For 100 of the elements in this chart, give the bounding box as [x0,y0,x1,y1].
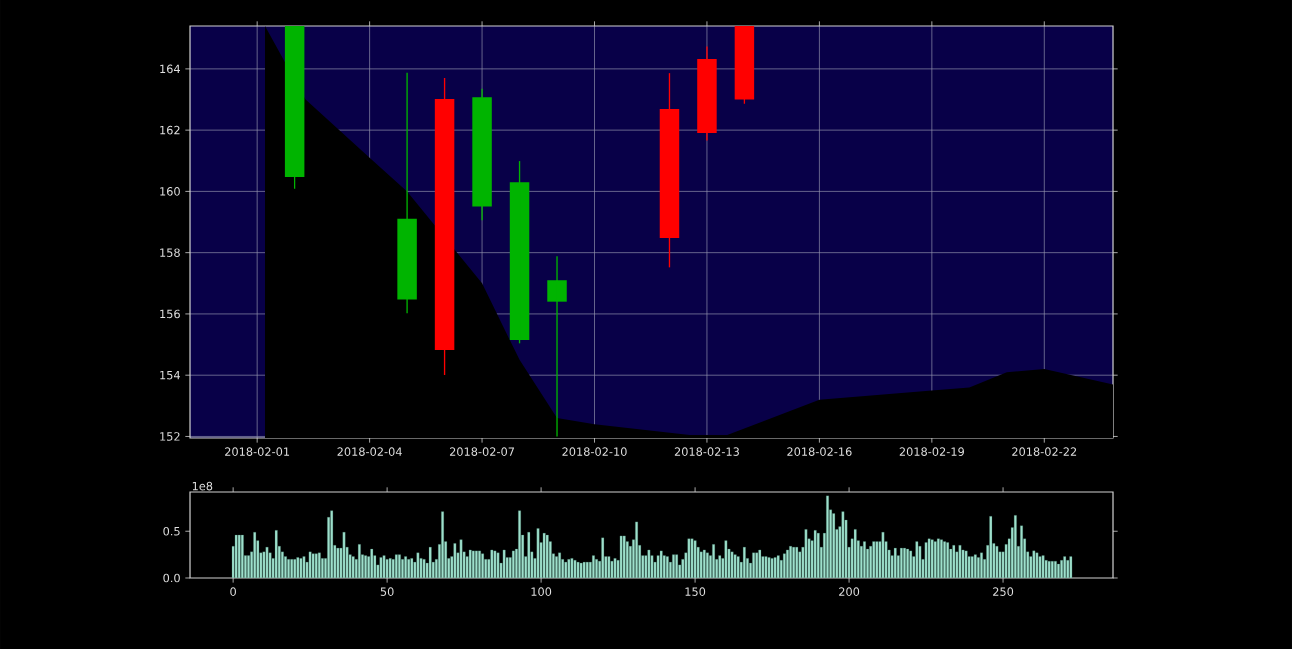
bar [481,553,484,578]
bar [758,549,762,578]
bar [428,547,432,578]
bar [813,530,817,578]
bar [416,552,420,578]
y-tick-label: 154 [160,370,180,380]
bar [826,495,829,578]
bar [853,529,857,578]
bar [314,553,318,578]
bar [832,513,836,578]
candlestick [284,25,305,190]
bar [490,549,494,578]
bar [875,541,879,578]
bar [733,554,737,578]
bar [290,559,294,578]
bar [240,534,244,578]
bar [666,556,669,578]
bar [308,551,312,578]
x-tick-label: 2018-02-16 [787,447,852,456]
bar [1014,515,1017,578]
bar [742,547,746,578]
bar [302,556,306,578]
bar [579,562,583,578]
bar [964,550,968,578]
x-tick-label: 2018-02-01 [225,447,290,456]
x-tick-label: 2018-02-04 [337,447,402,456]
bar [234,534,238,578]
bar [536,528,540,578]
x-tick-label: 2018-02-22 [1012,447,1077,456]
bar [783,553,786,578]
bar [712,544,715,578]
y-tick-label: 0.0 [163,573,180,583]
bar [647,549,651,578]
bar [881,532,885,578]
bar [930,539,934,578]
bar [592,555,595,578]
bar [675,554,678,578]
candlestick [434,77,455,376]
bar [582,561,586,578]
bar [404,556,407,578]
bar [635,521,638,578]
bar [1063,556,1067,578]
bar [795,547,799,578]
bar [906,548,909,578]
bar [924,542,928,578]
bar [690,538,694,578]
bar [567,559,571,578]
text: 1e8 [192,481,213,491]
bar [1035,552,1039,578]
bar [471,550,475,578]
bar [622,535,626,578]
bar [247,555,250,578]
bar [394,554,398,578]
bar [601,537,605,578]
bar [770,558,774,578]
bar [453,543,457,578]
bar [946,542,949,578]
bar [804,529,808,578]
bar [512,550,515,578]
bar [287,559,290,578]
bar [441,511,444,578]
bar [841,511,845,578]
y-tick-label: 162 [160,125,180,135]
bar [336,547,340,578]
bar [687,538,691,578]
candlestick [397,72,417,314]
x-tick-label: 200 [839,587,860,596]
bar [459,539,463,578]
y-tick-label: 160 [160,187,180,196]
x-tick-label: 100 [531,587,552,596]
bar [1066,560,1070,578]
bar [253,532,257,578]
bar [872,541,876,578]
bar [385,559,389,578]
bar [900,547,903,578]
bar [927,538,931,578]
bar [1032,550,1036,578]
bar [382,555,386,578]
bar [607,556,611,578]
bar [952,545,956,578]
x-tick-label: 2018-02-07 [449,447,515,456]
bar [736,556,740,578]
bar [542,532,546,578]
bar [330,510,334,578]
y-tick-label: 156 [160,309,180,319]
bar [410,558,414,578]
bar [773,557,777,578]
bar [595,559,598,578]
bar [915,541,919,578]
bar [659,550,663,578]
bar [980,552,983,578]
bar [1069,556,1073,578]
bar [573,560,577,578]
bar [863,541,866,578]
bar [970,556,974,578]
bar [351,556,355,578]
bar [1054,561,1057,578]
bar [706,552,709,578]
candlestick [659,72,680,269]
bar [1038,556,1042,578]
